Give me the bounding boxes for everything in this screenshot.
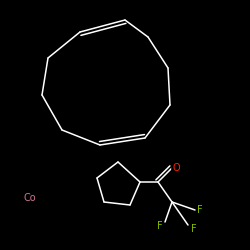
Text: F: F bbox=[157, 221, 163, 231]
Text: F: F bbox=[197, 205, 203, 215]
Text: Co: Co bbox=[24, 193, 36, 203]
Text: O: O bbox=[172, 163, 180, 173]
Text: F: F bbox=[191, 224, 197, 234]
